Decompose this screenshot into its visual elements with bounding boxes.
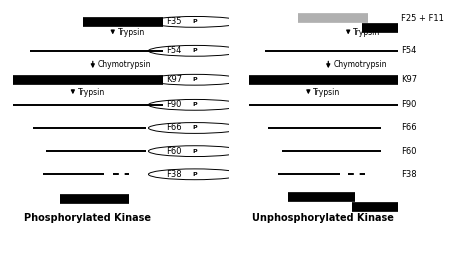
Text: F54: F54 <box>166 46 181 55</box>
Text: F35: F35 <box>166 17 182 26</box>
Text: P: P <box>192 102 197 107</box>
Text: Trypsin: Trypsin <box>313 88 341 97</box>
Text: Chymotrypsin: Chymotrypsin <box>98 60 151 69</box>
Text: Trypsin: Trypsin <box>78 88 105 97</box>
Text: Trypsin: Trypsin <box>353 28 381 37</box>
Text: F60: F60 <box>166 147 182 156</box>
Text: Chymotrypsin: Chymotrypsin <box>333 60 387 69</box>
Text: P: P <box>192 149 197 154</box>
Text: F90: F90 <box>401 100 417 109</box>
Text: P: P <box>192 172 197 177</box>
Text: P: P <box>192 19 197 24</box>
Text: Trypsin: Trypsin <box>118 28 145 37</box>
Text: F54: F54 <box>401 46 417 55</box>
Text: K97: K97 <box>401 75 418 84</box>
Text: F60: F60 <box>401 147 417 156</box>
Text: F90: F90 <box>166 100 181 109</box>
Text: K97: K97 <box>166 75 182 84</box>
Text: F25 + F11: F25 + F11 <box>401 13 444 22</box>
Text: F66: F66 <box>166 124 182 133</box>
Text: P: P <box>192 125 197 131</box>
Text: P: P <box>192 48 197 53</box>
Text: F38: F38 <box>166 170 182 179</box>
Text: Phosphorylated Kinase: Phosphorylated Kinase <box>24 213 151 223</box>
Text: P: P <box>192 77 197 82</box>
Text: Unphosphorylated Kinase: Unphosphorylated Kinase <box>252 213 394 223</box>
Text: F38: F38 <box>401 170 417 179</box>
Text: F66: F66 <box>401 124 417 133</box>
